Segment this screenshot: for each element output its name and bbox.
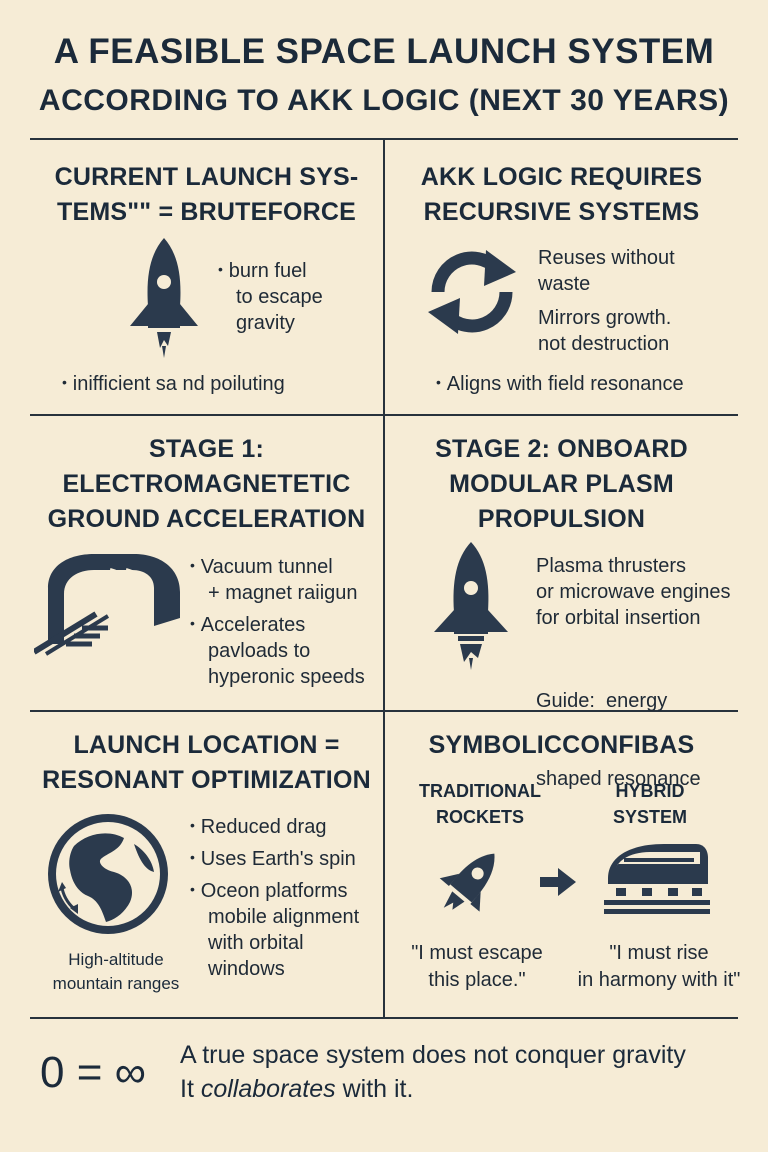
bullet-earth-spin: Uses Earth's spin xyxy=(190,844,356,872)
panel-heading: SYMBOLICCONFIBAS xyxy=(428,731,695,759)
footer-statement: A true space system does not conquer gra… xyxy=(180,1038,686,1106)
heading-line: CURRENT LAUNCH SYS- xyxy=(54,163,359,191)
bullet-line: with orbital xyxy=(208,932,304,954)
heading-line: MODULAR PLASM xyxy=(449,470,674,498)
text-line: or microwave engines xyxy=(536,581,731,603)
footer-text: It xyxy=(180,1075,201,1103)
plasma-rocket-icon xyxy=(430,540,512,672)
quote-line: in harmony with it" xyxy=(577,969,741,991)
label-line: SYSTEM xyxy=(612,807,687,827)
footer-line: A true space system does not conquer gra… xyxy=(180,1041,686,1069)
bullet-line: burn fuel xyxy=(218,256,323,284)
bullet-vacuum-tunnel: Vacuum tunnel + magnet raiigun xyxy=(190,552,358,606)
text-line: Guide: energy xyxy=(536,690,668,712)
globe-caption: High-altitude mountain ranges xyxy=(36,948,196,996)
bullet-line: mobile alignment xyxy=(208,906,360,928)
bullet-ocean-platforms: Oceon platforms mobile alignment with or… xyxy=(190,876,359,982)
heading-line: AKK LOGIC REQUIRES xyxy=(420,163,703,191)
bullet-line: Uses Earth's spin xyxy=(190,844,356,872)
heading-line: LAUNCH LOCATION = xyxy=(73,731,340,759)
bullet-line: Reduced drag xyxy=(190,812,327,840)
equation: 0 = ∞ xyxy=(40,1048,146,1097)
text-reuses: Reuses without waste xyxy=(538,245,675,297)
footer-line: It collaborates with it. xyxy=(180,1072,686,1106)
bullet-burn-fuel: burn fuel to escape gravity xyxy=(218,256,323,336)
panel-heading: AKK LOGIC REQUIRES RECURSIVE SYSTEMS xyxy=(385,160,738,230)
quote-line: this place." xyxy=(428,969,526,991)
bullet-line: + magnet raiigun xyxy=(208,582,358,604)
panel-heading: LAUNCH LOCATION = RESONANT OPTIMIZATION xyxy=(30,728,383,798)
text-line: not destruction xyxy=(538,333,670,355)
heading-line: PROPULSION xyxy=(477,505,646,533)
bullet-line: Oceon platforms xyxy=(190,876,359,904)
page-subtitle: ACCORDING TO AKK LOGIC (NEXT 30 YEARS) xyxy=(38,84,730,117)
label-line: ROCKETS xyxy=(435,807,524,827)
globe-icon xyxy=(44,810,172,938)
label-hybrid-system: HYBRID SYSTEM xyxy=(580,778,720,830)
arrow-right-icon xyxy=(540,868,576,896)
bullet-line: hyperonic speeds xyxy=(208,666,365,688)
text-line: Plasma thrusters xyxy=(536,555,687,577)
page-title: A FEASIBLE SPACE LAUNCH SYSTEM xyxy=(53,32,715,71)
panel-heading: STAGE 2: ONBOARD MODULAR PLASM PROPULSIO… xyxy=(385,432,738,537)
text-line: Reuses without xyxy=(538,247,675,269)
divider-top xyxy=(30,138,738,140)
bullet-line: Vacuum tunnel xyxy=(190,552,358,580)
bullet-accelerates: Accelerates pavloads to hyperonic speeds xyxy=(190,610,365,690)
text-line: shaped resonance xyxy=(536,768,701,790)
text-mirrors: Mirrors growth. not destruction xyxy=(538,305,671,357)
text-guide: Guide: energy shaped resonance xyxy=(536,636,701,844)
maglev-train-icon xyxy=(604,838,710,916)
label-traditional-rockets: TRADITIONAL ROCKETS xyxy=(410,778,550,830)
rocket-icon xyxy=(126,236,202,360)
heading-line: STAGE 1: xyxy=(148,435,265,463)
label-line: TRADITIONAL xyxy=(419,781,541,801)
footer-emphasis: collaborates xyxy=(200,1075,336,1103)
heading-line: TEMS"" = BRUTEFORCE xyxy=(56,198,357,226)
heading-line: ELECTROMAGNETETIC xyxy=(62,470,351,498)
bullet-line: gravity xyxy=(236,312,295,334)
divider-vertical xyxy=(383,140,385,1017)
text-line: Mirrors growth. xyxy=(538,307,672,329)
bullet-aligns: Aligns with field resonance xyxy=(436,369,684,397)
recycle-arrows-icon xyxy=(420,240,524,344)
bullet-inefficient: inifficient sa nd poiluting xyxy=(62,369,285,397)
divider-bottom xyxy=(30,1017,738,1019)
bullet-reduced-drag: Reduced drag xyxy=(190,812,327,840)
caption-line: mountain ranges xyxy=(52,974,180,993)
panel-heading: CURRENT LAUNCH SYS- TEMS"" = BRUTEFORCE xyxy=(30,160,383,230)
heading-line: RECURSIVE SYSTEMS xyxy=(423,198,700,226)
bullet-line: windows xyxy=(208,958,285,980)
bullet-line: pavloads to xyxy=(208,640,311,662)
text-plasma-thrusters: Plasma thrusters or microwave engines fo… xyxy=(536,553,731,631)
text-line: for orbital insertion xyxy=(536,607,701,629)
panel-heading: STAGE 1: ELECTROMAGNETETIC GROUND ACCELE… xyxy=(30,432,383,537)
text-line: waste xyxy=(538,273,591,295)
heading-line: RESONANT OPTIMIZATION xyxy=(42,766,371,794)
heading-line: GROUND ACCELERATION xyxy=(47,505,366,533)
bullet-line: to escape xyxy=(236,286,323,308)
heading-line: STAGE 2: ONBOARD xyxy=(435,435,688,463)
footer-text: with it. xyxy=(335,1075,414,1103)
quote-traditional: "I must escape this place." xyxy=(392,940,562,994)
tilted-rocket-icon xyxy=(428,840,508,930)
tunnel-railgun-icon xyxy=(34,548,184,658)
quote-line: "I must escape xyxy=(411,942,543,964)
bullet-line: Accelerates xyxy=(190,610,365,638)
quote-line: "I must rise xyxy=(609,942,709,964)
label-line: HYBRID xyxy=(615,781,685,801)
quote-hybrid: "I must rise in harmony with it" xyxy=(564,940,754,994)
caption-line: High-altitude xyxy=(68,950,164,969)
